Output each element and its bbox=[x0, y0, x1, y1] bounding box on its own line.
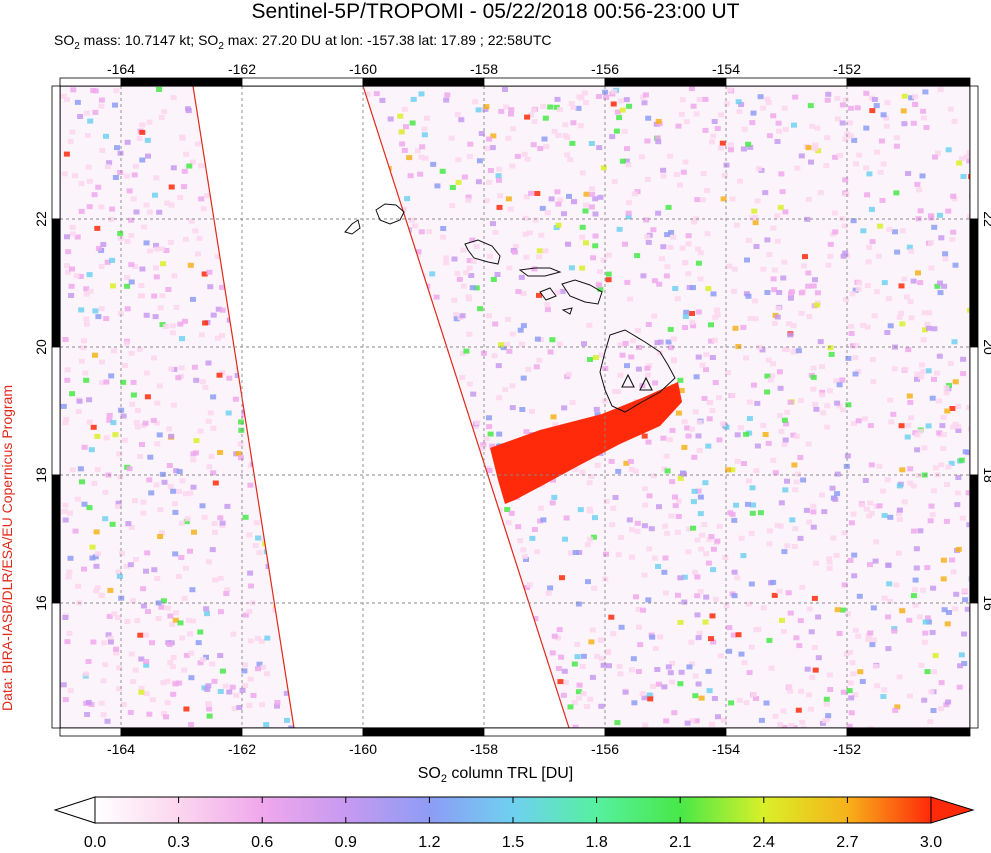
lat-tick-label-left: 22 bbox=[33, 211, 49, 227]
lon-tick-label-bottom: -152 bbox=[833, 741, 861, 757]
kahoolawe-island bbox=[561, 307, 573, 315]
lon-tick-label-bottom: -158 bbox=[470, 741, 498, 757]
lon-tick-label-top: -164 bbox=[107, 61, 135, 77]
colorbar-tick-label: 1.8 bbox=[585, 834, 607, 851]
so2-summary: SO2 mass: 10.7147 kt; SO2 max: 27.20 DU … bbox=[54, 32, 552, 52]
colorbar: 0.0 0.3 0.6 0.9 1.2 1.5 1.8 2.1 2.4 2.7 3.0 bbox=[53, 796, 975, 851]
colorbar-title: SO2 column TRL [DU] bbox=[417, 765, 574, 786]
oahu-island bbox=[464, 239, 501, 265]
hawaii-big-island bbox=[599, 329, 676, 413]
lat-tick-label-left: 16 bbox=[33, 595, 49, 611]
colorbar-tick-label: 2.4 bbox=[753, 834, 775, 851]
colorbar-tick-label: 0.3 bbox=[167, 834, 189, 851]
lon-tick-label-top: -156 bbox=[591, 61, 619, 77]
volcano-marker-icon bbox=[621, 373, 635, 388]
colorbar-tick-label: 0.9 bbox=[335, 834, 357, 851]
map-title: Sentinel-5P/TROPOMI - 05/22/2018 00:56-2… bbox=[251, 0, 740, 23]
lon-tick-label-bottom: -160 bbox=[349, 741, 377, 757]
lat-tick-label-right: 20 bbox=[981, 339, 991, 355]
kauai-island bbox=[375, 203, 405, 225]
lon-tick-label-bottom: -154 bbox=[712, 741, 740, 757]
colorbar-tick-label: 2.7 bbox=[836, 834, 858, 851]
lat-tick-label-left: 18 bbox=[33, 467, 49, 483]
lat-tick-label-right: 16 bbox=[981, 595, 991, 611]
colorbar-tick-label: 3.0 bbox=[920, 834, 942, 851]
niihau-island bbox=[344, 219, 361, 235]
lon-tick-label-top: -158 bbox=[470, 61, 498, 77]
lat-tick-label-right: 22 bbox=[981, 211, 991, 227]
axis-tick-labels: -164 -164 -162 -162 -160 -160 -158 -158 -156 -156… bbox=[33, 61, 991, 757]
colorbar-max-arrow bbox=[930, 796, 975, 824]
colorbar-tick-label: 0.0 bbox=[84, 834, 106, 851]
colorbar-tick-label: 2.1 bbox=[669, 834, 691, 851]
colorbar-tick-label: 1.2 bbox=[418, 834, 440, 851]
molokai-island bbox=[518, 267, 562, 277]
so2-plume bbox=[490, 382, 682, 504]
lat-tick-label-right: 18 bbox=[981, 467, 991, 483]
lon-tick-label-top: -152 bbox=[833, 61, 861, 77]
volcano-markers bbox=[621, 373, 653, 391]
hawaiian-islands bbox=[344, 203, 676, 413]
lanai-island bbox=[539, 287, 557, 301]
swath-edge-east bbox=[362, 85, 570, 729]
lon-tick-label-top: -160 bbox=[349, 61, 377, 77]
colorbar-min-arrow bbox=[53, 796, 96, 824]
maui-island bbox=[561, 279, 603, 305]
lat-tick-label-left: 20 bbox=[33, 339, 49, 355]
colorbar-tick-label: 0.6 bbox=[251, 834, 273, 851]
graticule bbox=[60, 86, 970, 728]
lon-tick-label-bottom: -164 bbox=[107, 741, 135, 757]
swath-gap bbox=[193, 86, 569, 728]
lon-tick-label-bottom: -156 bbox=[591, 741, 619, 757]
lon-tick-label-top: -154 bbox=[712, 61, 740, 77]
volcano-marker-icon bbox=[639, 376, 653, 391]
lon-tick-label-bottom: -162 bbox=[228, 741, 256, 757]
colorbar-tick-label: 1.5 bbox=[502, 834, 524, 851]
map-border-bars bbox=[51, 77, 979, 737]
lon-tick-label-top: -162 bbox=[228, 61, 256, 77]
swath-edge-west bbox=[192, 85, 295, 729]
